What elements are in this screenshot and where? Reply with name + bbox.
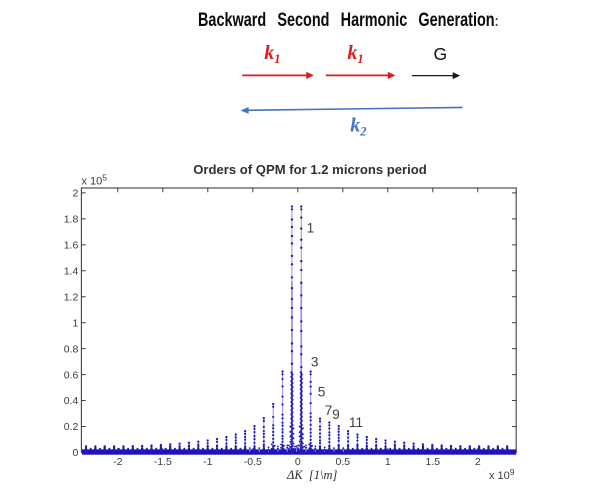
svg-text:-0.5: -0.5: [244, 456, 262, 468]
svg-text:7: 7: [325, 403, 333, 418]
svg-text:1.5: 1.5: [425, 456, 440, 468]
svg-text:1.6: 1.6: [64, 240, 79, 252]
svg-text:0: 0: [72, 447, 78, 459]
svg-text:2: 2: [475, 456, 481, 468]
svg-text:1.4: 1.4: [64, 266, 79, 278]
svg-text:1.2: 1.2: [64, 292, 79, 304]
svg-text:3: 3: [311, 354, 319, 369]
svg-text:2: 2: [72, 188, 78, 200]
svg-text:ΔK [1\m]: ΔK [1\m]: [286, 468, 338, 482]
svg-text:9: 9: [332, 407, 340, 422]
svg-text:11: 11: [349, 415, 363, 430]
svg-text:G: G: [434, 44, 448, 64]
svg-text:0: 0: [295, 456, 301, 468]
svg-text:k1: k1: [264, 42, 280, 66]
svg-text:0.2: 0.2: [64, 421, 79, 433]
svg-text:-1: -1: [203, 456, 212, 468]
svg-text:x 109: x 109: [489, 467, 515, 482]
svg-text:0.8: 0.8: [64, 343, 79, 355]
svg-text:0.6: 0.6: [64, 369, 79, 381]
svg-text:-2: -2: [113, 456, 122, 468]
svg-text:k1: k1: [347, 42, 363, 66]
svg-text:Orders of QPM for 1.2 microns: Orders of QPM for 1.2 microns period: [193, 162, 427, 177]
svg-text:5: 5: [318, 384, 326, 399]
svg-text:1.8: 1.8: [64, 214, 79, 226]
svg-text:1: 1: [72, 317, 78, 329]
svg-text:x 105: x 105: [82, 172, 108, 187]
svg-text:k2: k2: [350, 115, 366, 139]
svg-text:0.4: 0.4: [64, 395, 79, 407]
svg-text:1: 1: [307, 220, 315, 235]
svg-text:0.5: 0.5: [335, 456, 350, 468]
svg-text:-1.5: -1.5: [154, 456, 172, 468]
svg-text:1: 1: [385, 456, 391, 468]
